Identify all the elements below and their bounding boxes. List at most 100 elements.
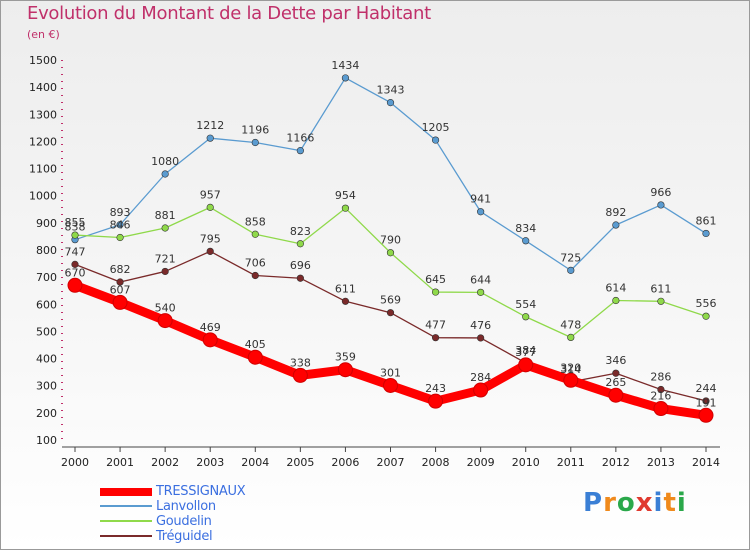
data-point-goudelin	[341, 204, 350, 212]
data-point-lanvollon	[206, 134, 214, 142]
data-label-goudelin: 478	[560, 318, 581, 331]
data-label-treguidel: 696	[290, 259, 311, 272]
x-tick-label: 2004	[241, 456, 269, 469]
logo-letter: t	[663, 488, 677, 518]
data-label-lanvollon: 892	[605, 206, 626, 219]
data-label-goudelin: 846	[110, 219, 131, 232]
data-point-treguidel	[251, 271, 259, 280]
x-tick-label: 2000	[61, 456, 89, 469]
data-label-tressignaux: 670	[65, 266, 86, 279]
data-label-goudelin: 554	[515, 298, 536, 311]
x-tick-label: 2012	[602, 456, 630, 469]
data-label-tressignaux: 216	[650, 390, 671, 403]
data-label-treguidel: 706	[245, 257, 266, 270]
data-label-tressignaux: 301	[380, 366, 401, 379]
data-label-tressignaux: 284	[470, 371, 491, 384]
data-point-treguidel	[657, 385, 665, 394]
data-point-tressignaux	[202, 332, 218, 348]
legend-swatch-lanvollon	[100, 505, 152, 507]
data-label-treguidel: 244	[696, 382, 717, 395]
chart-title: Evolution du Montant de la Dette par Hab…	[27, 3, 431, 24]
proxiti-logo: Proxiti	[583, 488, 687, 518]
data-label-goudelin: 855	[65, 216, 86, 229]
data-label-goudelin: 823	[290, 225, 311, 238]
data-label-goudelin: 858	[245, 215, 266, 228]
logo-letter: i	[653, 488, 664, 518]
data-point-lanvollon	[386, 99, 395, 107]
data-label-goudelin: 644	[470, 273, 491, 286]
data-label-tressignaux: 469	[200, 321, 221, 334]
data-label-goudelin: 790	[380, 234, 401, 247]
legend-label-treguidel: Tréguidel	[156, 529, 213, 544]
data-label-tressignaux: 607	[110, 283, 131, 296]
x-tick-label: 2002	[151, 456, 179, 469]
data-point-tressignaux	[473, 382, 489, 398]
data-label-lanvollon: 1166	[286, 132, 314, 145]
data-label-treguidel: 286	[650, 371, 671, 384]
data-label-tressignaux: 243	[425, 382, 446, 395]
data-point-lanvollon	[431, 136, 440, 144]
data-label-goudelin: 614	[605, 281, 626, 294]
data-label-goudelin: 954	[335, 189, 356, 202]
data-point-lanvollon	[251, 138, 259, 147]
y-tick-label: 200	[36, 407, 57, 420]
legend-swatch-goudelin	[100, 520, 152, 522]
data-point-tressignaux	[67, 277, 83, 293]
data-label-lanvollon: 1343	[377, 84, 405, 97]
x-tick-label: 2003	[196, 456, 224, 469]
legend-swatch-tressignaux	[100, 488, 152, 496]
x-tick-label: 2006	[331, 456, 359, 469]
chart-unit-label: (en €)	[27, 28, 60, 41]
data-point-treguidel	[702, 397, 710, 405]
data-point-treguidel	[477, 334, 485, 342]
data-point-tressignaux	[698, 407, 714, 423]
data-label-treguidel: 611	[335, 282, 356, 295]
x-tick-label: 2001	[106, 456, 134, 469]
data-point-lanvollon	[657, 201, 665, 209]
legend-label-lanvollon: Lanvollon	[156, 499, 216, 514]
data-point-tressignaux	[112, 294, 128, 310]
data-label-lanvollon: 893	[110, 206, 131, 219]
data-label-tressignaux: 377	[515, 346, 536, 359]
data-point-lanvollon	[702, 229, 710, 238]
data-point-tressignaux	[608, 387, 624, 403]
y-tick-label: 1200	[29, 135, 57, 148]
data-label-tressignaux: 320	[560, 361, 581, 374]
y-tick-label: 700	[36, 271, 57, 284]
data-point-lanvollon	[522, 237, 530, 245]
data-point-goudelin	[251, 230, 259, 238]
data-point-goudelin	[431, 288, 440, 296]
data-point-tressignaux	[292, 367, 308, 383]
logo-letter: i	[676, 488, 687, 518]
data-label-goudelin: 957	[200, 188, 221, 201]
data-label-lanvollon: 725	[560, 251, 581, 264]
data-label-treguidel: 747	[65, 245, 86, 258]
data-point-goudelin	[567, 333, 575, 342]
data-point-goudelin	[477, 288, 485, 296]
data-label-treguidel: 346	[605, 354, 626, 367]
y-tick-label: 900	[36, 217, 57, 230]
data-point-lanvollon	[567, 266, 575, 274]
x-tick-label: 2013	[647, 456, 675, 469]
data-label-lanvollon: 1196	[241, 124, 269, 137]
data-label-tressignaux: 338	[290, 356, 311, 369]
data-point-goudelin	[116, 233, 124, 242]
data-label-treguidel: 314	[560, 363, 581, 376]
data-label-lanvollon: 1205	[422, 121, 450, 134]
legend-label-goudelin: Goudelin	[156, 514, 212, 529]
data-label-goudelin: 556	[696, 297, 717, 310]
data-label-tressignaux: 191	[696, 396, 717, 409]
data-point-lanvollon	[161, 170, 169, 178]
data-label-treguidel: 682	[110, 263, 131, 276]
y-tick-label: 600	[36, 298, 57, 311]
data-point-lanvollon	[612, 221, 620, 229]
data-point-treguidel	[161, 267, 169, 276]
y-tick-label: 1100	[29, 163, 57, 176]
x-tick-label: 2014	[692, 456, 720, 469]
data-point-treguidel	[612, 369, 620, 377]
x-tick-label: 2005	[286, 456, 314, 469]
data-point-tressignaux	[653, 401, 669, 417]
logo-letter: o	[616, 488, 636, 518]
data-point-treguidel	[71, 260, 79, 268]
x-tick-label: 2007	[377, 456, 405, 469]
